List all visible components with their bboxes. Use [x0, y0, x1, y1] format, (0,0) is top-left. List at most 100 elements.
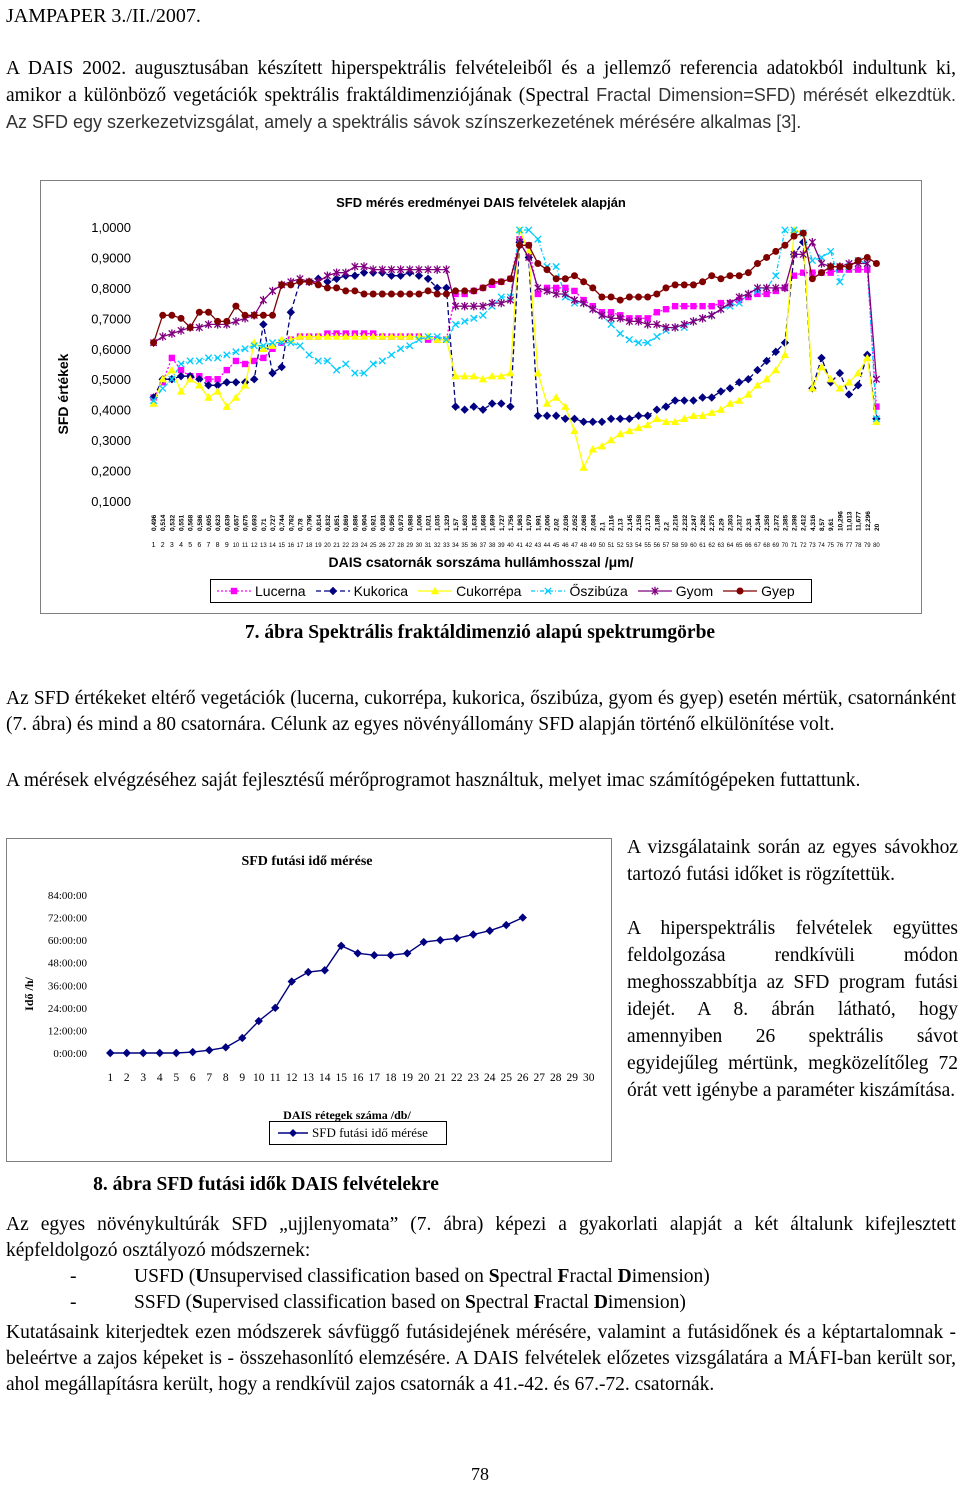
x-wavelength-label: 0,675 [243, 514, 250, 531]
data-point [734, 378, 744, 387]
legend-label: Gyom [675, 583, 714, 599]
data-point [240, 381, 250, 389]
figure8-legend: SFD futási idő mérése [269, 1121, 447, 1145]
data-point [662, 323, 670, 332]
data-point [772, 283, 780, 293]
data-point [485, 926, 494, 935]
data-point [323, 277, 332, 286]
data-point [269, 311, 277, 319]
data-point [699, 278, 707, 286]
x-channel-label: 28 [397, 543, 404, 549]
data-point [268, 286, 277, 296]
x-wavelength-label: 0,904 [362, 514, 369, 531]
data-point [353, 949, 362, 958]
y-axis-label: SFD értékek [55, 353, 71, 434]
data-point [653, 309, 661, 316]
data-point [278, 339, 286, 347]
data-point [268, 339, 277, 347]
paragraph-4: Az egyes növénykultúrák SFD „ujjlenyomat… [6, 1214, 956, 1261]
x-wavelength-label: 2,068 [581, 514, 588, 531]
x-channel-label: 25 [370, 543, 377, 549]
y-tick-label: 0,1000 [91, 494, 131, 509]
x-channel-label: 71 [791, 543, 798, 549]
legend-item-runtime: SFD futási idő mérése [278, 1125, 428, 1141]
data-point [571, 287, 578, 295]
data-point [314, 281, 322, 289]
x-wavelength-label: 2,398 [792, 514, 799, 531]
x-channel-label: 42 [525, 543, 532, 549]
data-point [525, 241, 533, 249]
data-point [415, 335, 423, 344]
data-point [644, 339, 652, 347]
x-wavelength-label: 0,727 [270, 514, 277, 531]
x-wavelength-label: 1,963 [517, 514, 524, 531]
data-point [561, 275, 569, 283]
data-point [186, 323, 194, 331]
data-point [771, 365, 780, 374]
y-tick-label: 72:00:00 [48, 913, 88, 925]
data-point [854, 266, 862, 273]
data-point [177, 360, 185, 368]
data-point [598, 293, 606, 301]
data-point [853, 368, 863, 377]
data-point [607, 320, 615, 329]
x-channel-label: 57 [663, 543, 670, 549]
data-point [195, 375, 204, 384]
x-channel-label: 30 [416, 543, 423, 549]
x-channel-label: 9 [225, 542, 229, 549]
x-channel-label: 11 [242, 543, 249, 549]
x-channel-label: 50 [599, 543, 606, 549]
data-point [698, 393, 707, 402]
data-point [872, 260, 880, 268]
data-point [836, 263, 844, 271]
y-tick-label: 0,5000 [91, 372, 131, 387]
data-point [598, 311, 606, 320]
data-point [827, 269, 834, 276]
data-point [185, 375, 195, 383]
x-channel-label: 63 [718, 543, 725, 549]
data-point [644, 315, 651, 322]
data-point [360, 369, 368, 377]
page-number: 78 [471, 1464, 489, 1484]
x-channel-label: 4 [179, 542, 183, 549]
x-tick-label: 10 [253, 1072, 265, 1084]
legend-item-gyep: Gyep [723, 583, 795, 599]
data-point [223, 351, 231, 359]
data-point [250, 311, 258, 319]
x-channel-label: 80 [873, 543, 880, 549]
x-wavelength-label: 1,603 [462, 514, 469, 531]
x-channel-label: 35 [461, 543, 468, 549]
x-wavelength-label: 11,677 [856, 511, 863, 531]
data-point [278, 281, 286, 289]
data-point [543, 286, 551, 296]
x-wavelength-label: 2,29 [718, 518, 725, 531]
data-point [433, 265, 441, 274]
x-channel-label: 5 [188, 542, 192, 549]
data-point [781, 283, 789, 293]
data-point [516, 241, 524, 249]
data-point [424, 332, 432, 341]
x-wavelength-label: 2,052 [572, 514, 579, 531]
x-wavelength-label: 0,693 [252, 514, 259, 531]
data-point [708, 302, 715, 310]
data-point [753, 365, 762, 375]
x-wavelength-label: 1,979 [526, 514, 533, 531]
data-point [689, 396, 698, 405]
data-point [488, 278, 496, 286]
x-tick-label: 19 [402, 1072, 414, 1084]
data-point [808, 238, 817, 247]
x-channel-label: 7 [207, 542, 211, 549]
x-channel-label: 62 [708, 543, 715, 549]
legend-label: Cukorrépa [456, 583, 522, 599]
data-point [644, 320, 652, 329]
data-point [223, 366, 230, 374]
data-point [195, 381, 204, 389]
data-point [296, 342, 304, 350]
data-point [176, 371, 186, 381]
data-point [644, 293, 652, 301]
data-point [570, 414, 579, 423]
x-channel-label: 69 [772, 543, 779, 549]
data-point [836, 278, 844, 286]
data-point [204, 308, 212, 316]
data-point [168, 354, 176, 362]
